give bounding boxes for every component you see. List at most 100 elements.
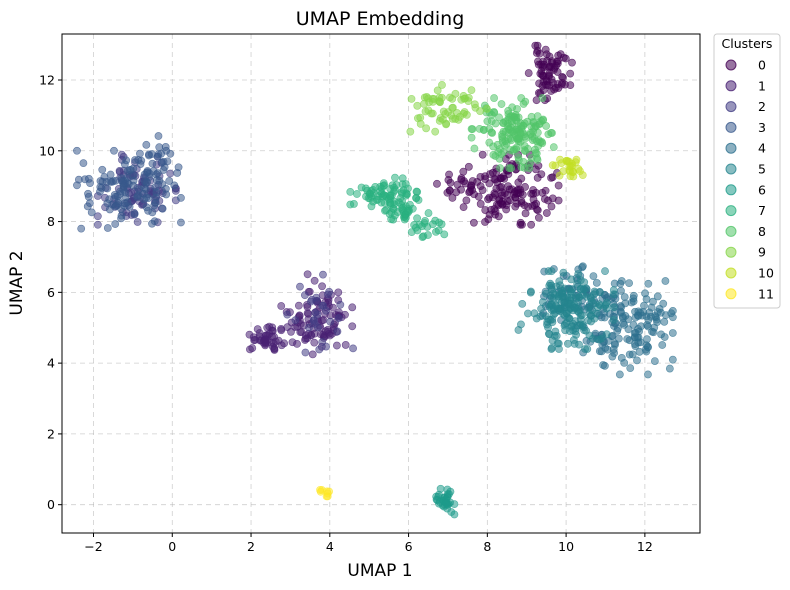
data-point (536, 312, 545, 321)
data-point (633, 356, 641, 365)
data-point (98, 165, 107, 174)
data-point (625, 350, 634, 359)
data-point (505, 164, 514, 173)
legend-marker (725, 288, 737, 300)
data-point (110, 146, 118, 155)
data-point (442, 120, 450, 129)
data-point (565, 162, 574, 171)
data-point (162, 190, 171, 199)
data-point (303, 334, 312, 343)
data-point (490, 175, 499, 183)
data-point (481, 218, 489, 226)
data-point (554, 181, 563, 190)
data-point (526, 288, 535, 297)
data-point (649, 297, 657, 306)
data-point (601, 267, 609, 276)
data-point (435, 116, 444, 125)
data-point (533, 41, 542, 50)
data-point (561, 80, 569, 89)
data-point (644, 343, 652, 352)
data-point (527, 220, 536, 229)
data-point (624, 325, 633, 334)
data-point (554, 339, 563, 348)
data-point (253, 325, 262, 334)
data-point (470, 144, 479, 153)
data-point (457, 95, 466, 104)
data-point (291, 316, 300, 325)
data-point (629, 321, 638, 329)
data-point (490, 94, 498, 102)
data-point (363, 186, 372, 195)
data-point (462, 196, 471, 205)
data-point (668, 329, 677, 337)
data-point (333, 327, 342, 336)
y-tick-label: 4 (47, 356, 55, 371)
data-point (543, 318, 552, 326)
data-point (348, 303, 357, 312)
y-tick-label: 6 (47, 285, 55, 300)
data-point (366, 194, 375, 203)
data-point (296, 282, 304, 291)
data-point (600, 361, 609, 370)
data-point (617, 286, 625, 295)
data-point (341, 341, 350, 349)
data-point (170, 181, 179, 190)
data-point (464, 162, 473, 171)
data-point (93, 212, 102, 221)
data-point (547, 293, 556, 302)
data-point (617, 303, 626, 312)
data-point (559, 268, 568, 277)
data-point (514, 178, 523, 187)
y-tick-label: 10 (39, 143, 55, 158)
data-point (403, 207, 412, 216)
data-point (446, 178, 455, 187)
data-point (136, 149, 144, 158)
data-point (420, 100, 428, 108)
data-point (642, 295, 651, 304)
data-point (668, 313, 677, 322)
data-point (547, 202, 556, 211)
data-point (159, 157, 168, 166)
data-point (416, 113, 425, 122)
data-point (379, 182, 388, 190)
data-point (489, 142, 498, 151)
data-point (544, 196, 552, 205)
data-point (555, 171, 564, 180)
data-point (265, 322, 274, 331)
data-point (661, 311, 670, 320)
data-point (613, 324, 622, 333)
data-point (142, 203, 151, 212)
data-point (653, 292, 662, 301)
data-point (303, 270, 312, 279)
chart-title: UMAP Embedding (296, 8, 465, 30)
cluster-6-points (432, 484, 459, 519)
grid-layer (62, 34, 700, 533)
cluster-8-points (467, 94, 558, 173)
legend-title: Clusters (722, 36, 773, 51)
data-point (308, 350, 317, 359)
x-axis-label: UMAP 1 (347, 561, 412, 581)
legend-label: 9 (758, 245, 766, 260)
legend-marker (725, 246, 737, 258)
data-point (388, 181, 397, 190)
data-point (558, 293, 566, 302)
data-point (140, 177, 149, 186)
legend-label: 6 (758, 182, 766, 197)
cluster-3-points (73, 132, 185, 233)
data-point (528, 136, 537, 144)
data-point (499, 172, 508, 181)
data-point (173, 169, 182, 177)
data-point (467, 86, 476, 95)
legend-label: 5 (758, 162, 766, 177)
data-point (487, 117, 496, 126)
legend-marker (725, 205, 737, 217)
data-point (597, 334, 606, 343)
data-point (133, 218, 142, 226)
data-point (640, 301, 648, 310)
data-point (517, 94, 526, 102)
data-point (650, 357, 659, 365)
data-point (433, 86, 442, 95)
data-point (166, 169, 175, 178)
legend-marker (725, 101, 737, 113)
